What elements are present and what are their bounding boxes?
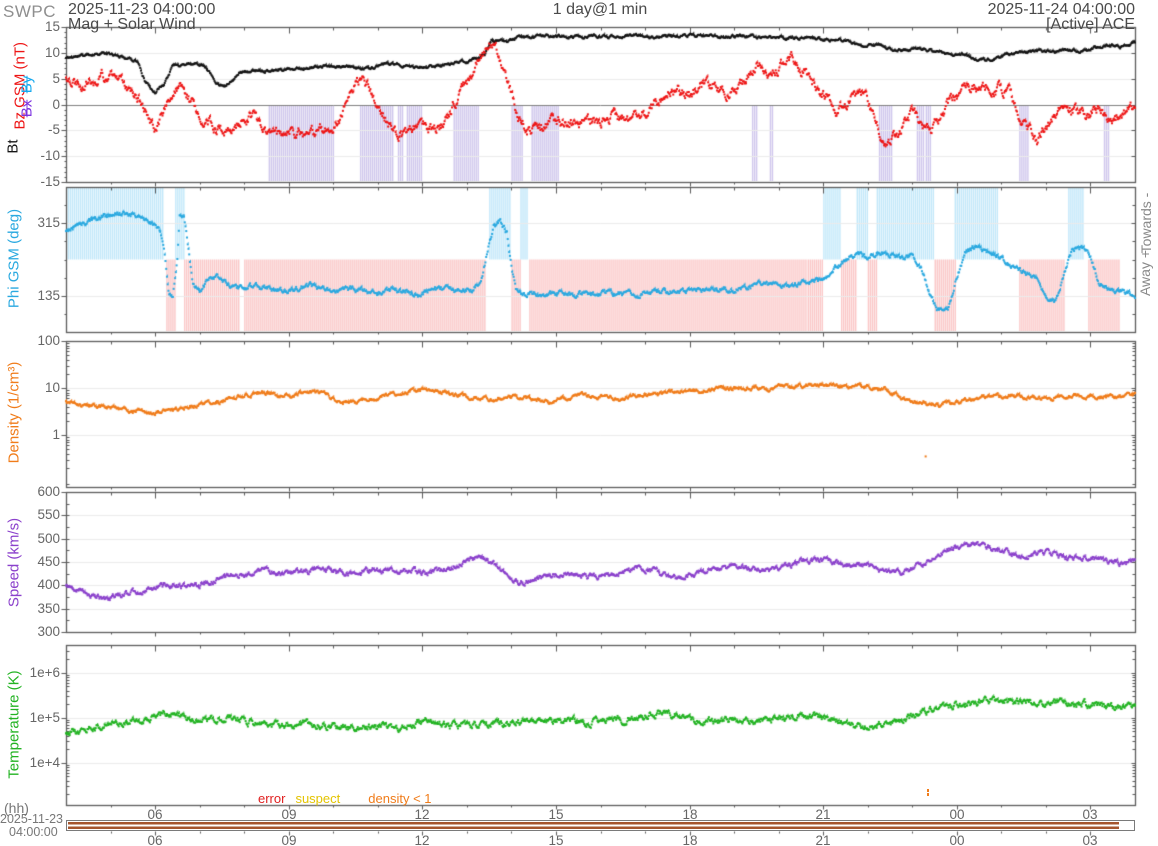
y-tick-label: 300 (37, 624, 60, 639)
density-flag-mark (927, 789, 929, 796)
hour-unit-label: (hh) (4, 800, 29, 816)
y-tick-label: 500 (37, 531, 60, 546)
y-tick-label: -10 (40, 148, 60, 163)
axis-start-time: 04:00:00 (9, 825, 58, 839)
plot-title: Mag + Solar Wind (68, 16, 196, 33)
density-axis-label: Density (1/cm³) (5, 361, 23, 464)
hour-tick-label: 09 (281, 833, 297, 846)
y-tick-label: 15 (44, 19, 60, 34)
phi-panel (66, 187, 1135, 332)
y-tick-label: -5 (47, 122, 60, 137)
y-tick-label: -15 (40, 174, 60, 189)
y-tick-label: 450 (37, 554, 60, 569)
y-tick-label: 1e+6 (29, 665, 60, 680)
y-tick-label: 10 (44, 380, 60, 395)
y-tick-label: 550 (37, 507, 60, 522)
y-tick-label: 1 (52, 427, 60, 442)
start-datetime: 2025-11-23 04:00:00 (68, 1, 216, 18)
hour-tick-label: 00 (949, 807, 965, 822)
y-tick-label: 10 (44, 45, 60, 60)
hour-tick-label: 06 (147, 833, 163, 846)
hour-tick-label: 00 (949, 833, 965, 846)
axis-start-date: 2025-11-23 (0, 812, 64, 826)
swpc-logo: SWPC (3, 2, 56, 21)
hour-tick-label: 21 (815, 833, 831, 846)
hour-tick-label: 21 (815, 807, 831, 822)
y-tick-label: 400 (37, 577, 60, 592)
away-sector-label: Away + (1137, 249, 1153, 297)
hour-tick-label: 15 (548, 807, 564, 822)
legend-error: error (258, 791, 286, 806)
hour-tick-label: 15 (548, 833, 564, 846)
quality-flag-legend: error suspect density < 1 (258, 791, 432, 806)
y-tick-label: 0 (52, 97, 60, 112)
legend-suspect: suspect (295, 791, 341, 806)
y-tick-label: 100 (37, 333, 60, 348)
hour-tick-label: 03 (1082, 807, 1098, 822)
legend-density-lt-1: density < 1 (368, 791, 432, 806)
hour-tick-label: 18 (682, 833, 698, 846)
y-tick-label: 135 (37, 288, 60, 303)
time-range-selection (68, 822, 1119, 829)
density-panel (66, 341, 1135, 487)
time-range-slider[interactable] (66, 820, 1135, 831)
speed-panel (66, 492, 1135, 632)
hour-tick-label: 12 (414, 807, 430, 822)
temperature-panel (66, 645, 1135, 805)
hour-tick-label: 03 (1082, 833, 1098, 846)
y-tick-label: 1e+4 (29, 755, 60, 770)
y-tick-label: 315 (37, 215, 60, 230)
data-source-status: [Active] ACE (1046, 16, 1135, 33)
mag-panel (66, 27, 1135, 182)
resolution-label: 1 day@1 min (552, 1, 648, 18)
hour-tick-label: 06 (147, 807, 163, 822)
hour-tick-label: 18 (682, 807, 698, 822)
y-tick-label: 5 (52, 71, 60, 86)
hour-tick-label: 12 (414, 833, 430, 846)
y-tick-label: 1e+5 (29, 710, 60, 725)
end-datetime: 2025-11-24 04:00:00 (987, 1, 1135, 18)
hour-tick-label: 09 (281, 807, 297, 822)
y-tick-label: 350 (37, 601, 60, 616)
y-tick-label: 600 (37, 484, 60, 499)
